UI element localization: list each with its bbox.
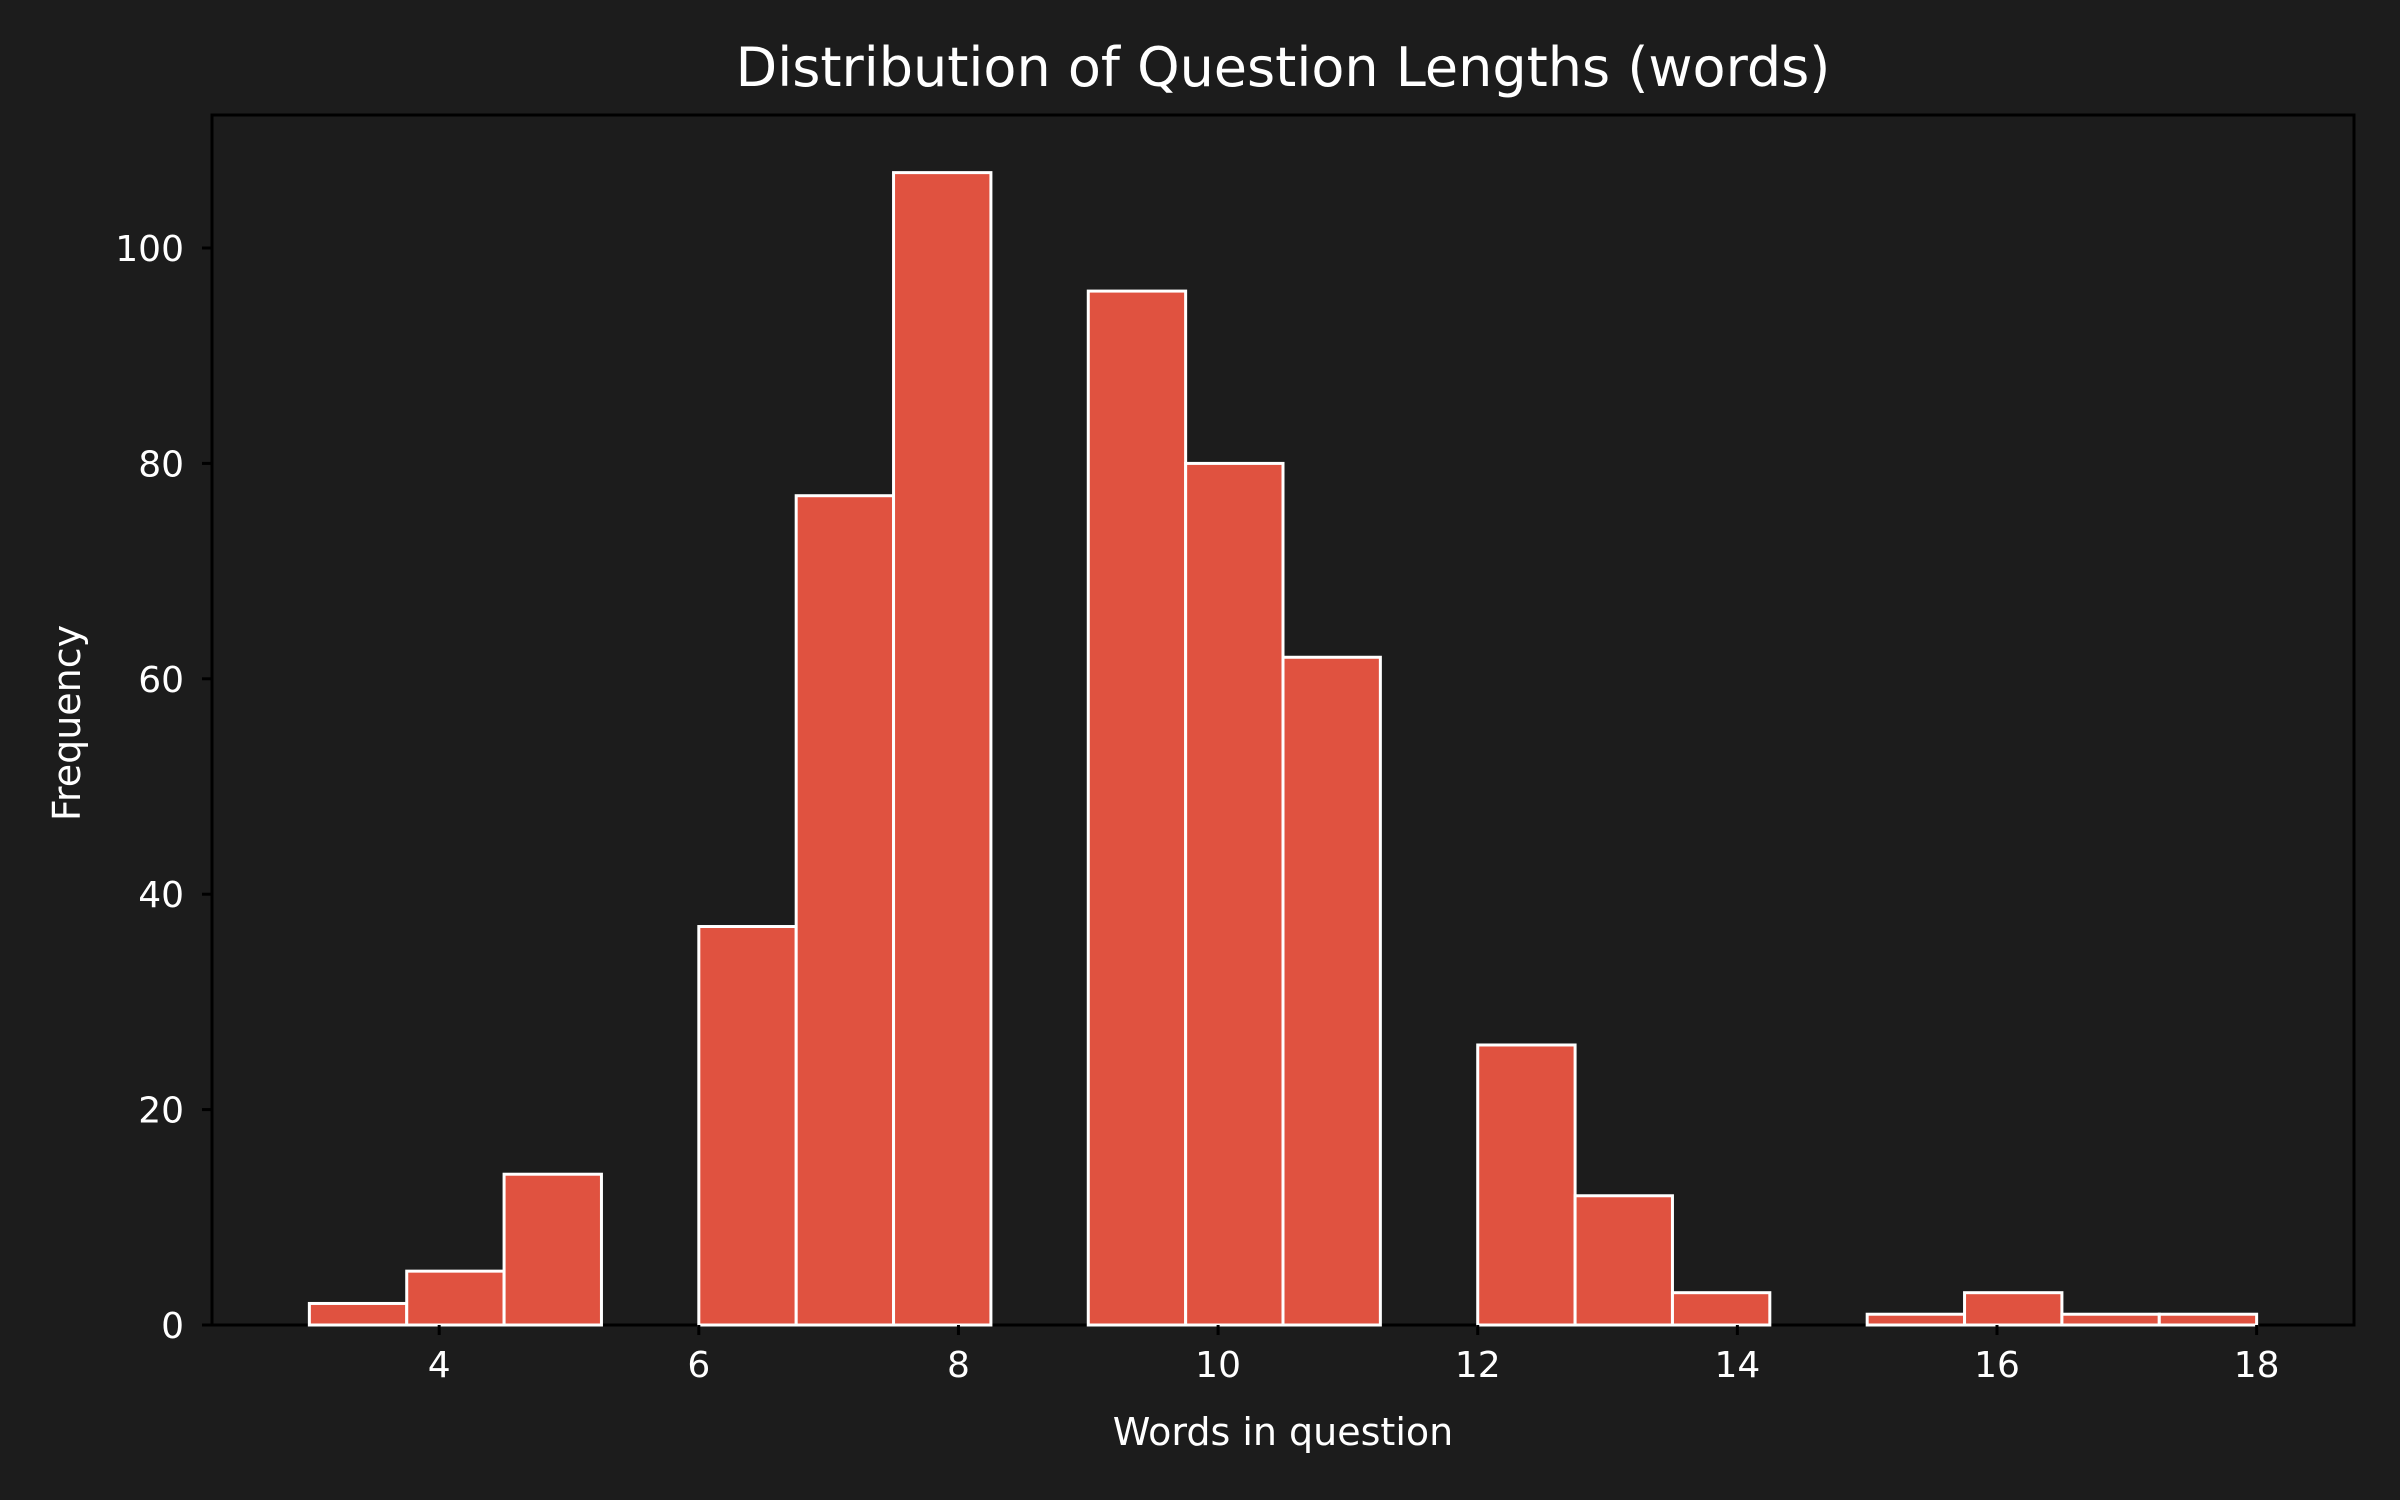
- histogram-bar: [1865, 1312, 1967, 1327]
- x-tick-label: 12: [1455, 1345, 1501, 1386]
- histogram-bar: [1086, 289, 1188, 1327]
- histogram-bar: [1281, 655, 1382, 1327]
- x-tick-label: 4: [428, 1345, 451, 1386]
- histogram-bar: [1573, 1194, 1674, 1327]
- histogram-bar: [2060, 1312, 2161, 1327]
- chart-title: Distribution of Question Lengths (words): [736, 36, 1831, 99]
- y-tick-label: 0: [161, 1306, 184, 1347]
- x-tick-label: 10: [1195, 1345, 1241, 1386]
- histogram-bar: [794, 494, 896, 1327]
- bars-group: [307, 171, 2259, 1327]
- histogram-bar: [307, 1301, 409, 1327]
- histogram-bar: [892, 171, 993, 1327]
- y-axis-label: Frequency: [45, 625, 89, 821]
- x-tick-label: 8: [947, 1345, 970, 1386]
- histogram-bar: [502, 1172, 603, 1327]
- histogram-bar: [697, 925, 798, 1327]
- x-axis-ticks: 4 6 8 10 12 14 16 18: [428, 1325, 2280, 1386]
- histogram-bar: [2157, 1312, 2259, 1327]
- x-tick-label: 6: [687, 1345, 710, 1386]
- histogram-bar: [1476, 1043, 1577, 1327]
- x-tick-label: 14: [1714, 1345, 1760, 1386]
- y-tick-label: 100: [115, 229, 184, 270]
- histogram-bar: [1670, 1291, 1772, 1327]
- histogram-bar: [405, 1269, 506, 1327]
- y-tick-label: 40: [138, 875, 184, 916]
- y-tick-label: 80: [138, 444, 184, 485]
- y-tick-label: 60: [138, 660, 184, 701]
- x-tick-label: 16: [1974, 1345, 2020, 1386]
- x-tick-label: 18: [2234, 1345, 2280, 1386]
- histogram-bar: [1963, 1291, 2064, 1327]
- x-axis-label: Words in question: [1113, 1410, 1453, 1454]
- y-axis-ticks: 0 20 40 60 80 100: [115, 229, 212, 1347]
- histogram-bar: [1184, 461, 1285, 1327]
- y-tick-label: 20: [138, 1091, 184, 1132]
